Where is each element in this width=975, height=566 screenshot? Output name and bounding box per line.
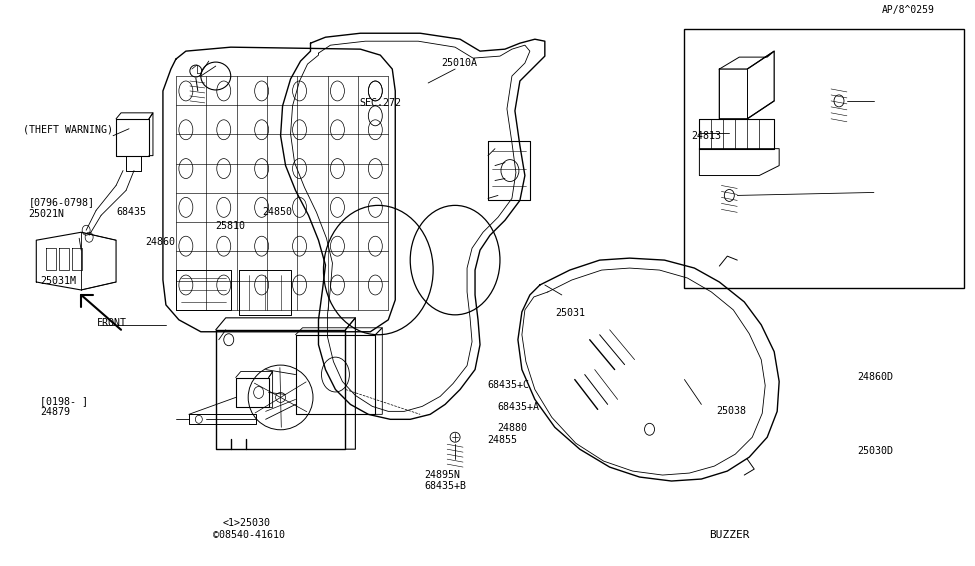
- Text: 24880: 24880: [497, 423, 527, 432]
- Text: 25030D: 25030D: [857, 447, 893, 456]
- Text: [0796-0798]: [0796-0798]: [28, 198, 95, 207]
- Text: 68435+C: 68435+C: [488, 380, 529, 390]
- Text: 24850: 24850: [262, 207, 292, 217]
- Text: 24855: 24855: [488, 435, 518, 445]
- Text: 24879: 24879: [40, 407, 70, 417]
- Text: [0198- ]: [0198- ]: [40, 396, 89, 406]
- Text: 25031: 25031: [556, 308, 586, 318]
- Text: 68435+B: 68435+B: [424, 481, 466, 491]
- Text: 24895N: 24895N: [424, 470, 460, 480]
- Text: 25810: 25810: [215, 221, 246, 231]
- Text: 24860D: 24860D: [857, 372, 893, 382]
- Text: FRONT: FRONT: [97, 318, 127, 328]
- Text: AP/8^0259: AP/8^0259: [881, 6, 935, 15]
- Text: 24813: 24813: [691, 131, 722, 141]
- Text: 25031M: 25031M: [40, 276, 76, 286]
- Text: 68435: 68435: [116, 207, 146, 217]
- Text: 24860: 24860: [145, 237, 176, 247]
- Text: ©08540-41610: ©08540-41610: [214, 530, 286, 540]
- Text: (THEFT WARNING): (THEFT WARNING): [22, 124, 113, 134]
- Text: 25038: 25038: [716, 406, 746, 416]
- Text: 68435+A: 68435+A: [497, 402, 539, 413]
- Text: 25010A: 25010A: [441, 58, 477, 68]
- Bar: [684, 29, 963, 288]
- Text: BUZZER: BUZZER: [709, 530, 750, 540]
- Text: 25021N: 25021N: [28, 209, 64, 218]
- Text: <1>25030: <1>25030: [223, 518, 271, 529]
- Text: SEC.272: SEC.272: [359, 98, 401, 108]
